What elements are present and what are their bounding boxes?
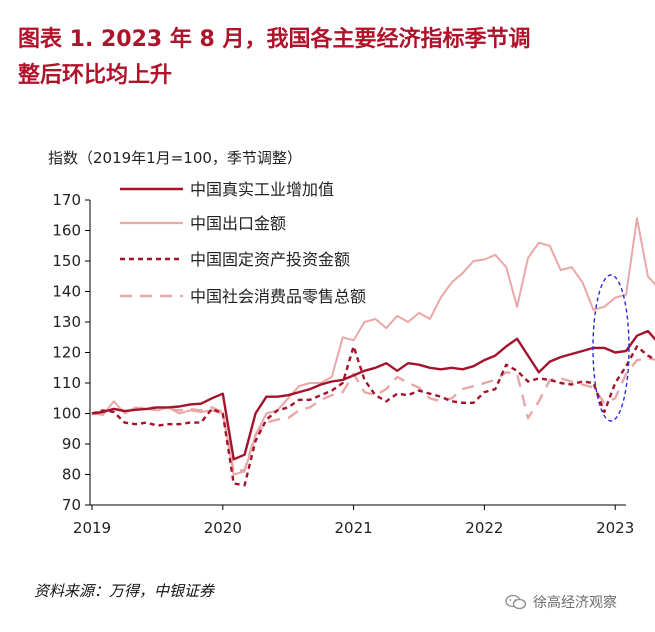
- title-line-2: 整后环比均上升: [18, 63, 173, 88]
- unit-label: 指数（2019年1月=100，季节调整）: [48, 149, 302, 167]
- y-tick-label: 150: [52, 252, 81, 270]
- legend-label-4: 中国社会消费品零售总额: [190, 287, 366, 306]
- watermark: 徐高经济观察: [505, 592, 617, 612]
- x-tick-label: 2022: [465, 519, 503, 537]
- wechat-icon: [505, 594, 527, 610]
- x-tick-label: 2021: [335, 519, 373, 537]
- y-tick-label: 130: [52, 313, 81, 331]
- legend-label-1: 中国真实工业增加值: [190, 180, 334, 199]
- y-tick-label: 70: [62, 496, 81, 514]
- series-line-4: [91, 357, 655, 473]
- y-tick-label: 110: [52, 374, 81, 392]
- source-note: 资料来源：万得，中银证券: [34, 582, 215, 600]
- x-tick-label: 2019: [73, 519, 111, 537]
- y-tick-label: 120: [52, 344, 81, 362]
- annotation-layer: [592, 274, 630, 422]
- y-tick-label: 100: [52, 405, 81, 423]
- y-tick-label: 90: [62, 435, 81, 453]
- x-tick-label: 2023: [596, 519, 634, 537]
- series-layer: [91, 217, 655, 487]
- y-tick-label: 80: [62, 466, 81, 484]
- y-tick-label: 140: [52, 283, 81, 301]
- highlight-ellipse: [592, 274, 630, 422]
- y-tick-label: 170: [52, 191, 81, 209]
- axes: 70 80 90 100 110 120 130 140 150 160 170 2019 2020 20…: [52, 191, 634, 537]
- y-tick-label: 160: [52, 222, 81, 240]
- legend-label-2: 中国出口金额: [190, 214, 286, 233]
- legend-label-3: 中国固定资产投资金额: [190, 250, 350, 269]
- title-line-1: 图表 1. 2023 年 8 月，我国各主要经济指标季节调: [18, 27, 531, 52]
- series-line-2: [91, 217, 655, 476]
- watermark-text: 徐高经济观察: [533, 595, 617, 611]
- x-tick-label: 2020: [204, 519, 242, 537]
- series-line-1: [91, 329, 655, 461]
- series-line-3: [91, 345, 655, 487]
- chart-title: 图表 1. 2023 年 8 月，我国各主要经济指标季节调 整后环比均上升: [18, 22, 638, 94]
